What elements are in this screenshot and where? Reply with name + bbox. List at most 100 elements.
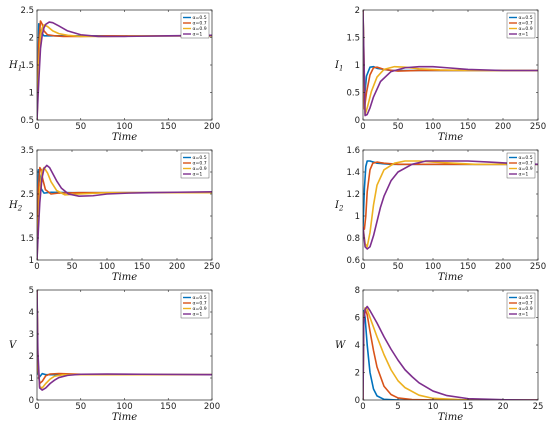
y-tick-label: 1	[355, 212, 360, 222]
x-tick-label: 0	[34, 262, 39, 272]
legend-label-3: α=0.9	[519, 166, 533, 172]
series-line-4	[363, 160, 538, 250]
y-tick-label: 1.2	[346, 190, 360, 200]
x-tick-label: 200	[204, 402, 220, 412]
subplot-3: 0 50 100 150 200 25011.522.533.5TimeH2α=0.5α=…	[8, 146, 220, 283]
x-tick-label: 150	[160, 122, 176, 132]
legend-label-2: α=0.7	[519, 161, 533, 167]
x-tick-label: 15	[463, 402, 474, 412]
x-tick-label: 0	[34, 402, 39, 412]
legend: α=0.5α=0.7α=0.9α=1	[180, 292, 210, 319]
y-tick-label: 2	[355, 369, 360, 379]
y-tick-label: 2.5	[20, 6, 34, 16]
legend-label-4: α=1	[519, 32, 529, 38]
y-tick-label: 4	[29, 308, 34, 318]
y-tick-label: 1	[29, 89, 34, 99]
legend-label-1: α=0.5	[193, 15, 207, 21]
x-tick-label: 200	[204, 122, 220, 132]
subplot-6: 0 5 10 15 20 25 0 2 4 6 8 Time Wα=0.5α=0.7α=0.9α=1	[335, 286, 543, 423]
series-group	[37, 20, 212, 120]
y-tick-label: 0.6	[346, 256, 360, 266]
y-tick-label: 5	[29, 286, 34, 296]
y-tick-label: 3	[29, 168, 34, 178]
x-axis-label: Time	[112, 132, 137, 143]
y-axis-label: I2	[334, 200, 344, 213]
y-tick-label: 2	[29, 212, 34, 222]
x-tick-label: 200	[495, 122, 511, 132]
y-tick-label: 8	[355, 286, 360, 296]
y-tick-label: 2.5	[20, 190, 34, 200]
series-group	[363, 10, 538, 117]
legend: α=0.5α=0.7α=0.9α=1	[180, 152, 210, 179]
legend-label-3: α=0.9	[519, 26, 533, 32]
x-tick-label: 250	[204, 262, 220, 272]
y-tick-label: 0.5	[346, 89, 360, 99]
x-tick-label: 50	[393, 262, 404, 272]
legend-label-3: α=0.9	[193, 166, 207, 172]
legend-label-4: α=1	[519, 312, 529, 318]
legend-label-1: α=0.5	[193, 155, 207, 161]
x-tick-label: 250	[530, 262, 546, 272]
series-group	[363, 305, 538, 400]
x-tick-label: 200	[495, 262, 511, 272]
y-tick-label: 0	[355, 396, 360, 406]
series-line-4	[37, 290, 212, 391]
x-tick-label: 50	[393, 122, 404, 132]
legend-label-4: α=1	[519, 172, 529, 178]
x-tick-label: 0	[360, 402, 365, 412]
y-axis-label: H1	[8, 60, 22, 73]
axes-box	[36, 149, 213, 261]
legend-label-2: α=0.7	[519, 21, 533, 27]
x-tick-label: 0	[360, 262, 365, 272]
subplot-4: 0 50 100 150 200 250 0.6 0.8 1 1.2 1.4 1.6 Time I2 α=0…	[334, 146, 546, 283]
y-axis-label: V	[9, 340, 18, 351]
subplot-2: 0 50 100 150 200 250 0 0.5 1 1.5 2 Time I1 α=0.5α=0.7…	[334, 6, 546, 143]
y-tick-label: 1	[355, 61, 360, 71]
x-tick-label: 150	[460, 262, 476, 272]
y-tick-label: 0	[355, 116, 360, 126]
x-tick-label: 50	[67, 262, 78, 272]
series-group	[363, 160, 538, 250]
y-axis-label-subscript: 1	[18, 65, 22, 73]
x-tick-label: 100	[425, 262, 441, 272]
x-tick-label: 100	[99, 262, 115, 272]
x-tick-label: 100	[116, 402, 132, 412]
y-tick-label: 1.6	[346, 146, 360, 156]
y-tick-label: 2	[29, 34, 34, 44]
legend-label-3: α=0.9	[193, 306, 207, 312]
legend-label-2: α=0.7	[193, 21, 207, 27]
series-line-3	[363, 160, 538, 248]
legend-label-4: α=1	[193, 32, 203, 38]
x-tick-label: 25	[533, 402, 544, 412]
series-line-3	[37, 166, 212, 260]
x-axis-label: Time	[438, 132, 463, 143]
y-tick-label: 0	[29, 396, 34, 406]
x-tick-label: 50	[75, 122, 86, 132]
legend-label-3: α=0.9	[193, 26, 207, 32]
y-tick-label: 1	[29, 256, 34, 266]
legend-label-4: α=1	[193, 312, 203, 318]
legend: α=0.5α=0.7α=0.9α=1	[506, 12, 536, 39]
y-axis-label: W	[335, 340, 346, 351]
series-group	[37, 164, 212, 260]
y-tick-label: 1.5	[20, 234, 34, 244]
y-axis-label-subscript: 2	[17, 205, 23, 213]
y-tick-label: 1	[29, 374, 34, 384]
legend-label-1: α=0.5	[519, 155, 533, 161]
y-tick-label: 4	[355, 341, 360, 351]
legend: α=0.5α=0.7α=0.9α=1	[506, 292, 536, 319]
y-axis-label: H2	[8, 200, 23, 213]
x-tick-label: 150	[134, 262, 150, 272]
series-group	[37, 290, 212, 391]
legend-label-1: α=0.5	[193, 295, 207, 301]
series-line-4	[363, 10, 538, 117]
series-line-2	[363, 161, 538, 230]
y-axis-label-subscript: 2	[338, 205, 344, 213]
y-tick-label: 3	[29, 330, 34, 340]
y-axis-label-subscript: 1	[339, 65, 343, 73]
legend-label-2: α=0.7	[193, 301, 207, 307]
x-tick-label: 100	[425, 122, 441, 132]
legend-label-2: α=0.7	[193, 161, 207, 167]
series-line-4	[37, 21, 212, 120]
